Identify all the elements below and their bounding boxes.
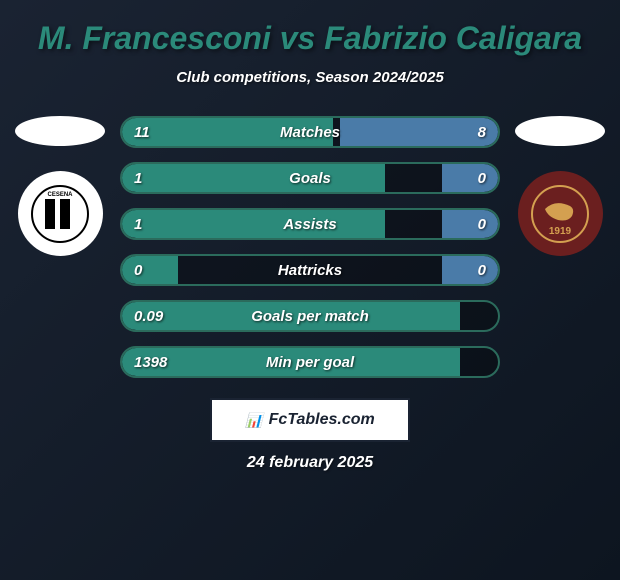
- content-area: CESENA 11 Matches 8 1 Goals 0 1 Assists 0 0 Hattri…: [10, 116, 610, 378]
- footer-brand[interactable]: 📊 FcTables.com: [210, 398, 410, 442]
- stat-label: Min per goal: [266, 354, 354, 371]
- stat-value-right: 0: [478, 216, 486, 233]
- club-logo-left: CESENA: [18, 171, 103, 256]
- subtitle: Club competitions, Season 2024/2025: [10, 69, 610, 86]
- date-label: 24 february 2025: [10, 454, 610, 472]
- player-right-silhouette: [515, 116, 605, 146]
- stat-value-right: 8: [478, 124, 486, 141]
- stat-bar-left: [122, 256, 178, 284]
- stats-panel: 11 Matches 8 1 Goals 0 1 Assists 0 0 Hattricks 0 0.0…: [120, 116, 500, 378]
- stat-value-left: 1: [134, 170, 142, 187]
- club-logo-right: 1919: [518, 171, 603, 256]
- stat-label: Matches: [280, 124, 340, 141]
- stat-bar-right: [442, 164, 498, 192]
- stat-label: Goals per match: [251, 308, 369, 325]
- stat-row: 1 Goals 0: [120, 162, 500, 194]
- stat-label: Hattricks: [278, 262, 342, 279]
- stat-bar-left: [122, 164, 385, 192]
- stat-bar-left: [122, 210, 385, 238]
- svg-text:CESENA: CESENA: [47, 192, 73, 198]
- stat-value-left: 11: [134, 124, 150, 141]
- stat-bar-right: [442, 256, 498, 284]
- stat-row: 0 Hattricks 0: [120, 254, 500, 286]
- stat-row: 0.09 Goals per match: [120, 300, 500, 332]
- page-title: M. Francesconi vs Fabrizio Caligara: [10, 20, 610, 57]
- stat-value-left: 0: [134, 262, 142, 279]
- chart-icon: 📊: [245, 412, 262, 429]
- stat-value-left: 1: [134, 216, 142, 233]
- player-right-panel: 1919: [510, 116, 610, 256]
- stat-bar-right: [442, 210, 498, 238]
- cesena-logo-icon: CESENA: [30, 184, 90, 244]
- stat-value-right: 0: [478, 262, 486, 279]
- stat-label: Assists: [283, 216, 336, 233]
- stat-row: 11 Matches 8: [120, 116, 500, 148]
- stat-value-left: 0.09: [134, 308, 163, 325]
- stat-label: Goals: [289, 170, 331, 187]
- salernitana-logo-icon: 1919: [530, 184, 590, 244]
- footer-brand-text: FcTables.com: [269, 411, 375, 429]
- svg-text:1919: 1919: [549, 226, 572, 237]
- stat-row: 1398 Min per goal: [120, 346, 500, 378]
- stat-bar-right: [340, 118, 498, 146]
- main-container: M. Francesconi vs Fabrizio Caligara Club…: [0, 0, 620, 492]
- stat-value-left: 1398: [134, 354, 167, 371]
- player-left-silhouette: [15, 116, 105, 146]
- stat-row: 1 Assists 0: [120, 208, 500, 240]
- player-left-panel: CESENA: [10, 116, 110, 256]
- stat-value-right: 0: [478, 170, 486, 187]
